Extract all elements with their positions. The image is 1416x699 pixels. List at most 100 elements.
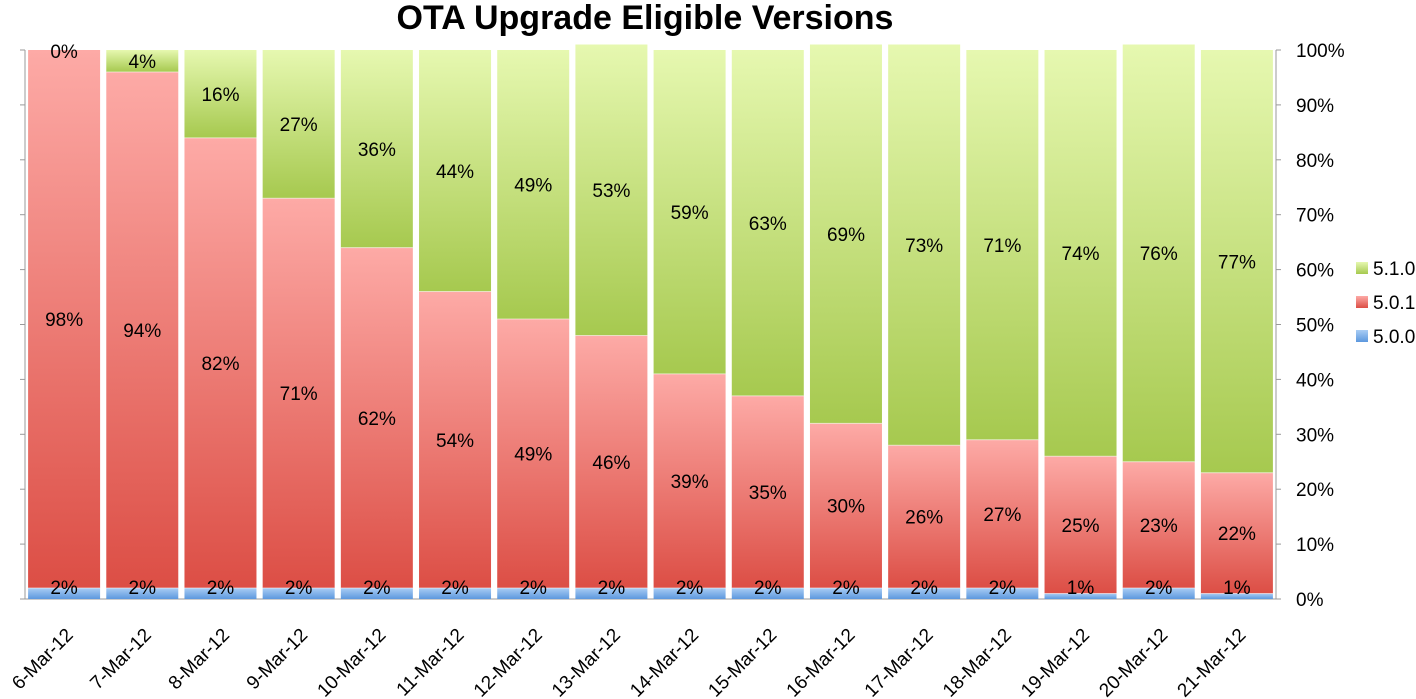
bar-segment-5-0-0 [575, 588, 648, 599]
y-tick-label: 60% [1296, 261, 1334, 282]
data-label-5-0-0: 2% [285, 578, 313, 599]
x-tick-label: 10-Mar-12 [314, 625, 391, 699]
x-tick-label: 17-Mar-12 [861, 625, 938, 699]
data-label-5-0-1: 39% [671, 472, 709, 493]
bar-segment-5-1-0 [1044, 50, 1117, 457]
data-label-5-0-1: 62% [358, 409, 396, 430]
data-label-5-0-0: 2% [207, 578, 235, 599]
bar-segment-5-1-0 [419, 50, 492, 292]
bar-segment-5-0-1 [184, 137, 257, 589]
bar-segment-5-0-1 [653, 373, 726, 589]
data-label-5-0-0: 2% [519, 578, 547, 599]
data-label-5-0-1: 27% [983, 505, 1021, 526]
legend-swatch-5-1-0 [1356, 262, 1368, 274]
bar-segment-5-1-0 [966, 50, 1039, 440]
bar-segment-5-1-0 [1200, 50, 1273, 473]
data-label-5-0-0: 1% [1223, 578, 1251, 599]
y-tick-label: 70% [1296, 206, 1334, 227]
data-label-5-1-0: 0% [50, 42, 78, 63]
x-tick-label: 20-Mar-12 [1095, 625, 1172, 699]
bar-segment-5-0-1 [419, 291, 492, 589]
y-tick-label: 30% [1296, 425, 1334, 446]
chart-title: OTA Upgrade Eligible Versions [396, 0, 894, 37]
y-tick-label: 0% [1296, 590, 1324, 611]
x-tick-label: 12-Mar-12 [470, 625, 547, 699]
data-label-5-1-0: 36% [358, 140, 396, 161]
data-label-5-0-0: 2% [754, 578, 782, 599]
y-tick-label: 40% [1296, 370, 1334, 391]
bar-segment-5-0-0 [1200, 593, 1273, 599]
data-label-5-1-0: 59% [671, 203, 709, 224]
y-tick-label: 100% [1296, 41, 1345, 62]
data-label-5-0-1: 25% [1062, 516, 1100, 537]
bar-segment-5-0-1 [1200, 472, 1273, 594]
bar-segment-5-0-0 [966, 588, 1039, 599]
data-label-5-0-0: 2% [1145, 578, 1173, 599]
bar-segment-5-0-0 [184, 588, 257, 599]
bar-segment-5-1-0 [340, 50, 413, 248]
bar-segment-5-0-0 [888, 588, 961, 599]
bar-segment-5-0-0 [731, 588, 804, 599]
legend-label-5-0-0: 5.0.0 [1373, 327, 1415, 348]
bar-segment-5-0-1 [731, 395, 804, 589]
x-tick-label: 13-Mar-12 [548, 625, 625, 699]
x-tick-label: 18-Mar-12 [939, 625, 1016, 699]
bar-segment-5-0-1 [575, 335, 648, 589]
data-label-5-1-0: 4% [129, 52, 157, 73]
x-tick-label: 6-Mar-12 [8, 625, 77, 694]
data-label-5-0-1: 98% [45, 310, 83, 331]
bar-segment-5-1-0 [184, 50, 257, 138]
data-label-5-0-1: 54% [436, 431, 474, 452]
data-label-5-0-0: 2% [910, 578, 938, 599]
data-label-5-0-1: 49% [514, 445, 552, 466]
legend-swatch-5-0-0 [1356, 330, 1368, 342]
data-label-5-1-0: 77% [1218, 252, 1256, 273]
x-tick-label: 21-Mar-12 [1174, 625, 1251, 699]
bar-segment-5-0-0 [1122, 588, 1195, 599]
bar-segment-5-0-1 [340, 247, 413, 589]
bar-segment-5-0-0 [262, 588, 335, 599]
data-label-5-0-0: 2% [129, 578, 157, 599]
bar-segment-5-0-1 [106, 71, 179, 589]
bar-segment-5-1-0 [653, 50, 726, 374]
bar-segment-5-0-0 [497, 588, 570, 599]
x-tick-label: 8-Mar-12 [165, 625, 234, 694]
data-label-5-1-0: 74% [1062, 244, 1100, 265]
bar-segment-5-1-0 [262, 50, 335, 199]
y-tick-label: 80% [1296, 151, 1334, 172]
bar-segment-5-0-1 [1122, 461, 1195, 589]
x-tick-label: 11-Mar-12 [393, 625, 469, 699]
data-label-5-0-1: 71% [280, 384, 318, 405]
y-tick-label: 20% [1296, 480, 1334, 501]
data-label-5-0-0: 2% [676, 578, 704, 599]
bar-segment-5-0-1 [966, 439, 1039, 589]
bar-segment-5-0-0 [809, 588, 882, 599]
data-label-5-0-1: 23% [1140, 516, 1178, 537]
x-tick-label: 16-Mar-12 [783, 625, 860, 699]
data-label-5-1-0: 73% [905, 236, 943, 257]
data-label-5-1-0: 63% [749, 214, 787, 235]
bar-segment-5-0-0 [28, 588, 101, 599]
y-tick-label: 10% [1296, 535, 1334, 556]
data-label-5-0-0: 2% [598, 578, 626, 599]
bar-segment-5-0-1 [497, 319, 570, 589]
data-label-5-1-0: 44% [436, 162, 474, 183]
legend-label-5-1-0: 5.1.0 [1373, 259, 1415, 280]
y-tick-label: 90% [1296, 96, 1334, 117]
legend-swatch-5-0-1 [1356, 296, 1368, 308]
bar-segment-5-0-0 [419, 588, 492, 599]
bar-segment-5-0-0 [1044, 593, 1117, 599]
bar-segment-5-0-0 [106, 588, 179, 599]
data-label-5-0-1: 35% [749, 483, 787, 504]
data-label-5-0-1: 26% [905, 508, 943, 529]
data-label-5-0-0: 2% [50, 578, 78, 599]
bar-segment-5-1-0 [888, 44, 961, 446]
bar-segment-5-0-1 [28, 50, 101, 589]
data-label-5-0-1: 46% [592, 453, 630, 474]
bar-segment-5-0-1 [809, 423, 882, 589]
data-label-5-0-1: 30% [827, 497, 865, 518]
data-label-5-0-0: 1% [1067, 578, 1095, 599]
data-label-5-0-0: 2% [832, 578, 860, 599]
bar-segment-5-0-1 [888, 445, 961, 589]
bar-segment-5-1-0 [575, 44, 648, 336]
